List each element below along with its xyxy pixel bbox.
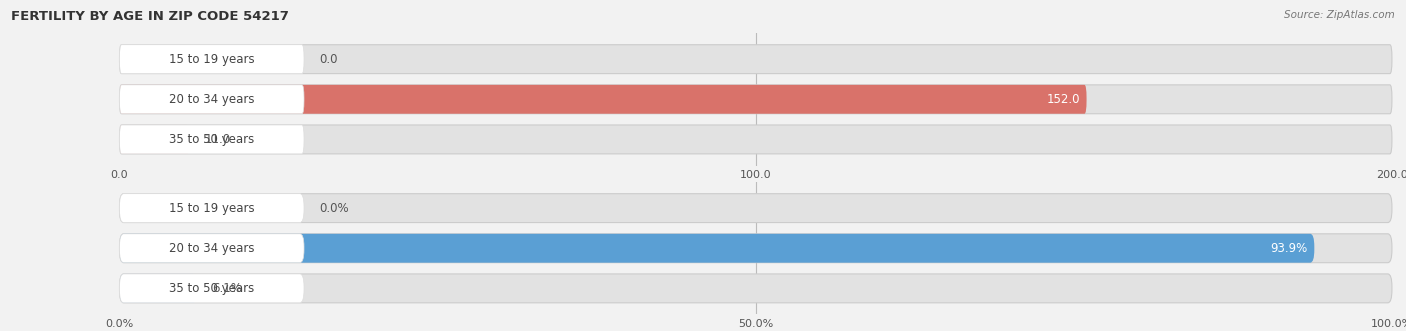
Text: FERTILITY BY AGE IN ZIP CODE 54217: FERTILITY BY AGE IN ZIP CODE 54217 (11, 10, 290, 23)
FancyBboxPatch shape (120, 274, 1392, 303)
FancyBboxPatch shape (120, 125, 190, 154)
Text: 0.0: 0.0 (319, 53, 337, 66)
Text: 6.1%: 6.1% (212, 282, 242, 295)
Text: 35 to 50 years: 35 to 50 years (169, 133, 254, 146)
FancyBboxPatch shape (120, 194, 304, 222)
FancyBboxPatch shape (120, 194, 1392, 222)
Text: 93.9%: 93.9% (1271, 242, 1308, 255)
Text: 20 to 34 years: 20 to 34 years (169, 242, 254, 255)
FancyBboxPatch shape (120, 125, 304, 154)
Text: Source: ZipAtlas.com: Source: ZipAtlas.com (1284, 10, 1395, 20)
Text: 152.0: 152.0 (1046, 93, 1080, 106)
FancyBboxPatch shape (120, 85, 1087, 114)
Text: 0.0%: 0.0% (319, 202, 349, 214)
FancyBboxPatch shape (120, 234, 1392, 263)
FancyBboxPatch shape (120, 85, 1392, 114)
Text: 15 to 19 years: 15 to 19 years (169, 202, 254, 214)
FancyBboxPatch shape (120, 125, 1392, 154)
FancyBboxPatch shape (120, 274, 197, 303)
FancyBboxPatch shape (120, 274, 304, 303)
Text: 35 to 50 years: 35 to 50 years (169, 282, 254, 295)
FancyBboxPatch shape (120, 85, 304, 114)
FancyBboxPatch shape (120, 234, 1315, 263)
FancyBboxPatch shape (120, 45, 1392, 73)
FancyBboxPatch shape (120, 45, 304, 73)
Text: 20 to 34 years: 20 to 34 years (169, 93, 254, 106)
Text: 11.0: 11.0 (205, 133, 231, 146)
FancyBboxPatch shape (120, 234, 304, 263)
Text: 15 to 19 years: 15 to 19 years (169, 53, 254, 66)
